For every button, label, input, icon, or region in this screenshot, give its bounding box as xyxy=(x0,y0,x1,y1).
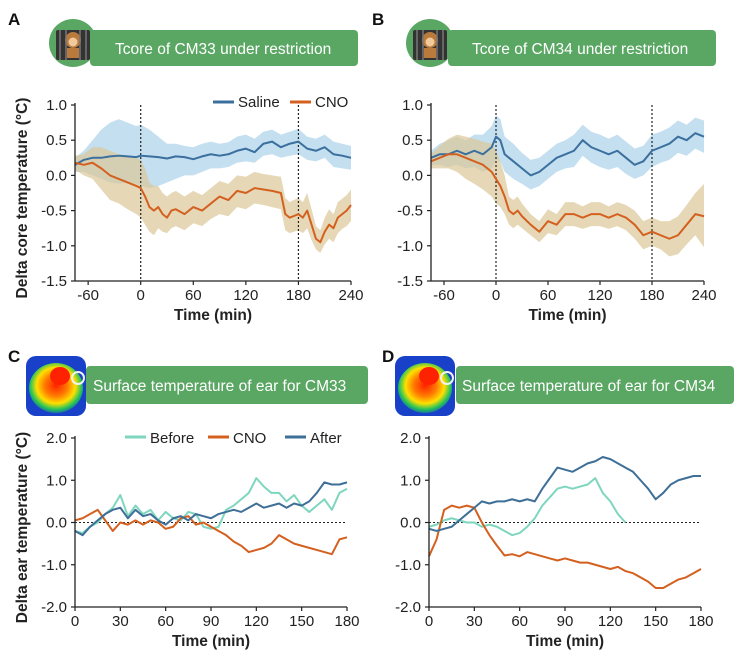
y-tick-label: 0.0 xyxy=(400,515,421,532)
series-line-cno xyxy=(74,508,348,556)
x-tick-label: 0 xyxy=(137,287,145,304)
y-tick-label: -1.0 xyxy=(395,557,421,574)
monkey-in-cage-icon xyxy=(49,19,97,67)
x-tick-label: 120 xyxy=(587,287,612,304)
x-tick-label: 0 xyxy=(492,287,500,304)
x-tick-label: 240 xyxy=(338,287,363,304)
x-tick-label: -60 xyxy=(77,287,99,304)
y-tick-label: 0.5 xyxy=(402,132,423,149)
legend-c: Before CNO After xyxy=(125,430,342,447)
x-tick-label: 120 xyxy=(233,287,258,304)
y-tick-label: 1.0 xyxy=(46,472,67,489)
y-tick-label: -1.0 xyxy=(397,238,423,255)
x-axis-label: Time (min) xyxy=(526,633,604,650)
panel-title-box-c xyxy=(86,366,368,404)
y-tick-label: -2.0 xyxy=(395,599,421,616)
x-tick-label: 180 xyxy=(688,613,713,630)
panel-title-box-b xyxy=(448,30,716,66)
plot-c: 2.0 1.0 0.0 -1.0 -2.00 30 60 90 120 150 180 Time (m… xyxy=(14,430,360,650)
legend-label-after: After xyxy=(310,430,342,447)
x-tick-label: 0 xyxy=(71,613,79,630)
x-tick-label: 150 xyxy=(289,613,314,630)
x-tick-label: 120 xyxy=(244,613,269,630)
y-tick-label: -0.5 xyxy=(41,203,67,220)
x-tick-label: 30 xyxy=(112,613,129,630)
panel-title-a: Tcore of CM33 under restriction xyxy=(115,41,331,58)
plot-d: 2.0 1.0 0.0 -1.0 -2.00 30 60 90 120 150 180 Time (m… xyxy=(395,430,713,650)
x-tick-label: 90 xyxy=(203,613,220,630)
panel-label-a: A xyxy=(8,10,20,29)
panel-title-b: Tcore of CM34 under restriction xyxy=(472,41,688,58)
panel-d: D Surface temperature of ear for CM34 2.… xyxy=(382,347,734,650)
series-line-cno xyxy=(430,153,705,240)
series-line-before xyxy=(74,477,348,535)
thermal-image-monkey-icon xyxy=(395,356,455,416)
monkey-in-cage-icon xyxy=(406,19,454,67)
panel-a: A Tcore of CM33 under restriction 1.0 0.5… xyxy=(8,10,364,324)
x-tick-label: 240 xyxy=(691,287,716,304)
series-line-before xyxy=(428,477,627,537)
series-line-saline xyxy=(74,140,352,166)
y-tick-label: -1.5 xyxy=(41,273,67,290)
panel-label-b: B xyxy=(372,10,384,29)
thermal-image-monkey-icon xyxy=(26,356,86,416)
x-axis-label: Time (min) xyxy=(172,633,250,650)
y-tick-label: -1.0 xyxy=(41,557,67,574)
y-tick-label: -1.5 xyxy=(397,273,423,290)
x-tick-label: 180 xyxy=(639,287,664,304)
plot-b: 1.0 0.5 0.0 -0.5 -1.0 -1.5 -60 0 60 120 180 240 Time… xyxy=(397,97,716,324)
band-cno xyxy=(75,147,351,253)
y-tick-label: 2.0 xyxy=(46,430,67,447)
legend-label-cno: CNO xyxy=(233,430,266,447)
panel-title-box-d xyxy=(456,366,734,404)
y-tick-label: -2.0 xyxy=(41,599,67,616)
panel-c: C Surface temperature of ear for CM33 2.… xyxy=(8,347,368,650)
y-tick-label: 1.0 xyxy=(400,472,421,489)
x-axis-label: Time (min) xyxy=(528,307,606,324)
y-axis-label: Delta ear temperature (°C) xyxy=(14,432,31,623)
x-tick-label: 60 xyxy=(157,613,174,630)
x-axis-label: Time (min) xyxy=(174,307,252,324)
x-tick-label: 180 xyxy=(334,613,359,630)
x-tick-label: 30 xyxy=(466,613,483,630)
legend-a: Saline CNO xyxy=(213,94,348,111)
panel-title-d: Surface temperature of ear for CM34 xyxy=(462,378,716,395)
x-tick-label: -60 xyxy=(433,287,455,304)
panel-label-c: C xyxy=(8,347,20,366)
y-tick-label: 0.5 xyxy=(46,132,67,149)
x-tick-label: 90 xyxy=(557,613,574,630)
y-tick-label: 2.0 xyxy=(400,430,421,447)
x-tick-label: 120 xyxy=(598,613,623,630)
legend-label-cno: CNO xyxy=(315,94,348,111)
panel-title-c: Surface temperature of ear for CM33 xyxy=(93,378,346,395)
x-tick-label: 60 xyxy=(511,613,528,630)
x-tick-label: 60 xyxy=(185,287,202,304)
y-tick-label: 1.0 xyxy=(402,97,423,114)
x-tick-label: 180 xyxy=(286,287,311,304)
series-line-after xyxy=(74,481,348,537)
series-line-cno xyxy=(74,161,352,244)
legend-label-before: Before xyxy=(150,430,194,447)
panel-b: B Tcore of CM34 under restriction 1.0 0.5… xyxy=(372,10,717,324)
y-tick-label: -0.5 xyxy=(397,203,423,220)
y-tick-label: 1.0 xyxy=(46,97,67,114)
legend-label-saline: Saline xyxy=(238,94,280,111)
panel-label-d: D xyxy=(382,347,394,366)
series-line-saline xyxy=(430,132,705,177)
y-axis-label: Delta core temperature (°C) xyxy=(14,98,31,299)
x-tick-label: 150 xyxy=(643,613,668,630)
series-line-cno xyxy=(428,504,702,589)
series-line-after xyxy=(428,456,701,532)
y-tick-label: 0.0 xyxy=(46,167,67,184)
x-tick-label: 60 xyxy=(540,287,557,304)
plot-a: 1.0 0.5 0.0 -0.5 -1.0 -1.5 -60 0 60 120 180 240 Time… xyxy=(14,97,364,324)
panel-title-box-a xyxy=(90,30,358,66)
y-tick-label: 0.0 xyxy=(402,167,423,184)
y-tick-label: 0.0 xyxy=(46,515,67,532)
x-tick-label: 0 xyxy=(425,613,433,630)
y-tick-label: -1.0 xyxy=(41,238,67,255)
